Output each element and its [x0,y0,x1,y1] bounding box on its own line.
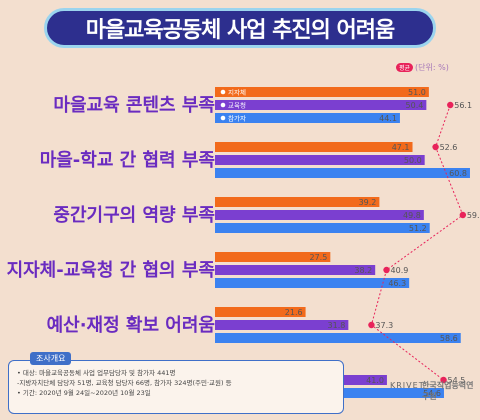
average-dot [447,101,454,109]
survey-line: -지방자치단체 담당자 51명, 교육청 담당자 66명, 참가자 324명(주… [17,379,232,387]
value-label: 21.6 [285,308,303,317]
average-value-label: 40.9 [391,266,409,275]
average-value-label: 37.3 [375,321,393,330]
bar [215,87,429,97]
category-label: 예산·재정 확보 어려움 [47,315,215,336]
value-label: 44.1 [379,114,397,123]
bar [215,197,380,207]
org-name: 한국직업능력연구원 [422,381,474,401]
bar [215,210,424,220]
category-label: 중간기구의 역량 부족 [53,205,215,226]
bar [215,307,306,317]
title-banner: 마을교육공동체 사업 추진의 어려움 [44,8,436,48]
value-label: 46.3 [388,279,406,288]
legend-swatch [217,100,257,110]
survey-panel: 조사개요 • 대상: 마을교육공동체 사업 업무담당자 및 참가자 441명 -… [8,352,344,414]
average-dot [383,266,390,274]
value-label: 60.8 [449,169,467,178]
bar [215,155,425,165]
bar [215,100,427,110]
unit-label: 평균 (단위: %) [396,62,449,73]
value-label: 41.0 [366,376,384,385]
survey-line: • 기간: 2020년 9월 24일~2020년 10월 23일 [17,389,151,397]
survey-line: • 대상: 마을교육공동체 사업 업무담당자 및 참가자 441명 [17,369,176,377]
bar [215,223,430,233]
bar [215,168,470,178]
bar [215,265,376,275]
bar [215,278,410,288]
legend-person-icon [220,115,226,121]
category-label: 지자체-교육청 간 협의 부족 [7,259,215,281]
bar [215,142,413,152]
value-label: 38.2 [354,266,372,275]
survey-title: 조사개요 [30,352,72,365]
page-title: 마을교육공동체 사업 추진의 어려움 [85,18,396,43]
legend-person-icon [220,102,226,108]
value-label: 47.1 [392,143,410,152]
average-dot [440,376,447,384]
value-label: 54.6 [423,389,441,398]
legend-label: 참가자 [228,114,246,123]
bar [215,320,349,330]
average-line [370,104,464,381]
average-value-label: 59.1 [467,211,480,220]
value-label: 49.8 [403,211,421,220]
average-dot [459,211,467,219]
category-label: 마을교육 콘텐츠 부족 [53,95,215,116]
krivet-logo: KRIVET [390,381,425,390]
value-label: 51.2 [409,224,427,233]
average-value-label: 52.6 [440,143,458,152]
unit-text: (단위: %) [415,63,449,72]
average-dot [368,321,375,329]
average-value-label: 54.5 [448,376,466,385]
bar [215,333,461,343]
category-label: 마을-학교 간 협력 부족 [40,149,215,171]
average-tag: 평균 [396,63,414,72]
value-label: 39.2 [359,198,377,207]
legend-swatch [217,87,257,97]
value-label: 58.6 [440,334,458,343]
average-dot [432,143,439,151]
bar [215,252,331,262]
bar [215,113,400,123]
value-label: 31.8 [328,321,346,330]
legend-label: 교육청 [228,102,246,110]
value-label: 50.0 [404,156,422,165]
value-label: 51.0 [408,88,426,97]
legend-person-icon [220,89,226,95]
legend-swatch [217,113,257,123]
survey-box: • 대상: 마을교육공동체 사업 업무담당자 및 참가자 441명 -지방자치단… [8,360,344,414]
value-label: 50.4 [406,101,424,110]
legend-label: 지자체 [228,88,246,97]
value-label: 27.5 [310,253,328,262]
average-value-label: 56.1 [454,101,472,110]
